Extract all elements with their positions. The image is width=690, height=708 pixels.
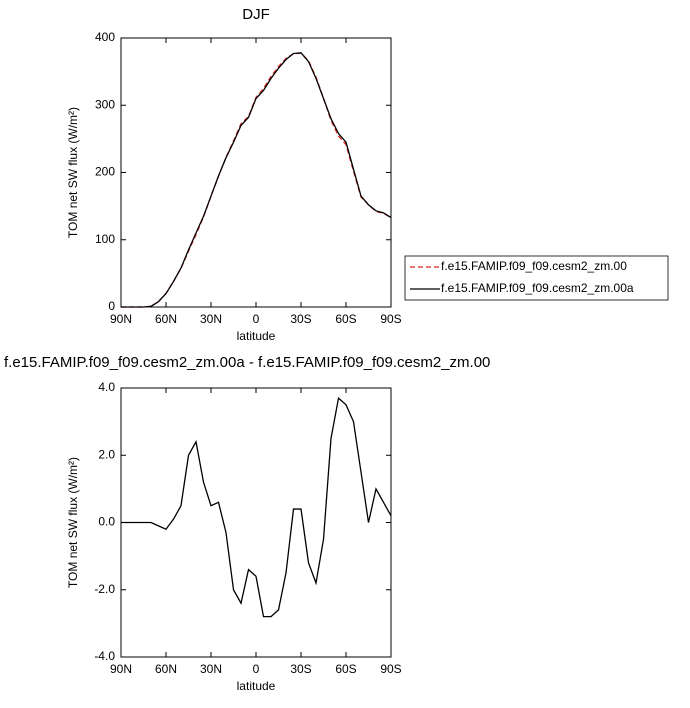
line-series (121, 396, 392, 618)
y-axis-label: TOM net SW flux (W/m²) (66, 107, 80, 238)
x-tick-label: 30S (290, 312, 311, 326)
x-axis-label: latitude (237, 679, 276, 693)
line-series (121, 52, 392, 308)
x-tick-label: 30N (200, 312, 222, 326)
y-axis-label: TOM net SW flux (W/m²) (66, 457, 80, 588)
x-tick-label: 60S (335, 312, 356, 326)
chart-title: f.e15.FAMIP.f09_f09.cesm2_zm.00a - f.e15… (4, 354, 490, 371)
x-tick-label: 30N (200, 662, 222, 676)
line-series (121, 52, 392, 308)
legend-label: f.e15.FAMIP.f09_f09.cesm2_zm.00a (441, 281, 634, 295)
x-tick-label: 0 (253, 662, 260, 676)
x-axis-label: latitude (237, 329, 276, 343)
x-tick-label: 0 (253, 312, 260, 326)
y-tick-label: 400 (95, 30, 115, 44)
legend-label: f.e15.FAMIP.f09_f09.cesm2_zm.00 (441, 259, 627, 273)
legend-box (404, 255, 669, 301)
chart-title: DJF (242, 6, 270, 23)
x-tick-label: 90N (110, 312, 132, 326)
y-tick-label: 4.0 (98, 380, 115, 394)
y-tick-label: 100 (95, 232, 115, 246)
x-tick-label: 90S (380, 312, 401, 326)
x-tick-label: 30S (290, 662, 311, 676)
x-tick-label: 90N (110, 662, 132, 676)
x-tick-label: 90S (380, 662, 401, 676)
y-tick-label: 300 (95, 97, 115, 111)
x-tick-label: 60N (155, 662, 177, 676)
x-tick-label: 60S (335, 662, 356, 676)
y-tick-label: 0.0 (98, 515, 115, 529)
x-tick-label: 60N (155, 312, 177, 326)
plot-frame (120, 387, 392, 658)
y-tick-label: 200 (95, 165, 115, 179)
y-tick-label: 0 (108, 299, 115, 313)
y-tick-label: -4.0 (94, 649, 115, 663)
plot-frame (120, 37, 392, 308)
y-tick-label: 2.0 (98, 447, 115, 461)
y-tick-label: -2.0 (94, 582, 115, 596)
